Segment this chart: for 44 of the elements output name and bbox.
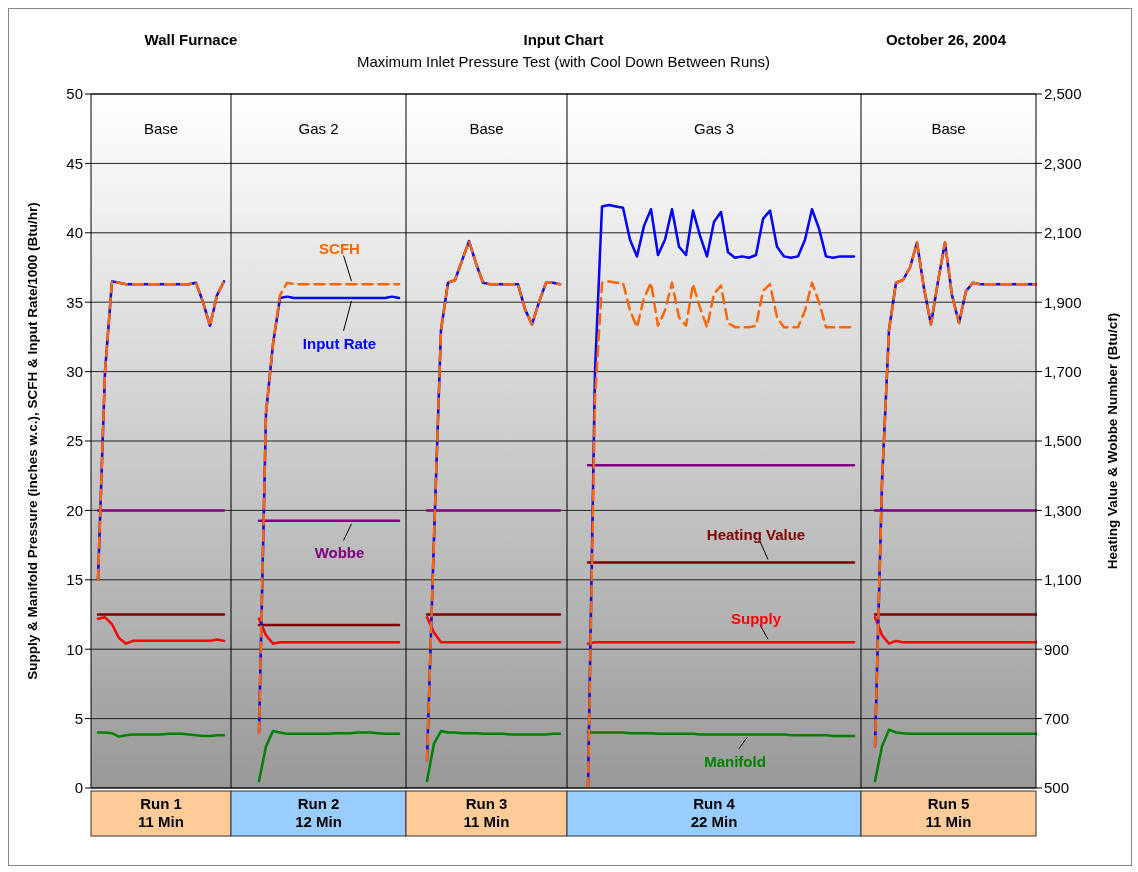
- text: Run 5 11 Min: [925, 795, 972, 830]
- chart-subtitle: Maximum Inlet Pressure Test (with Cool Down Between Runs): [356, 53, 771, 70]
- annotation: Base: [143, 120, 179, 137]
- y-tick-label: 25: [66, 432, 83, 450]
- y-tick-label: 20: [66, 501, 83, 519]
- text: Run 3 11 Min: [463, 795, 510, 830]
- text: Run 4 22 Min: [690, 795, 738, 830]
- annotation: Gas 3: [693, 120, 735, 137]
- y2-tick-label: 1,100: [1044, 571, 1082, 589]
- text: Wall Furnace: [144, 31, 238, 48]
- series-label: Input Rate: [302, 334, 377, 352]
- series-label: SCFH: [319, 240, 360, 258]
- annotation: Base: [931, 120, 966, 137]
- y2-tick-label: 1,300: [1044, 501, 1082, 519]
- y-tick-label: 40: [66, 224, 83, 242]
- series-label: Manifold: [704, 752, 766, 770]
- y-tick-label: 30: [66, 362, 83, 380]
- y-tick-label: 45: [66, 154, 83, 172]
- y2-tick-label: 1,700: [1044, 362, 1082, 380]
- y2-tick-label: 1,900: [1044, 293, 1082, 311]
- y2-tick-label: 700: [1044, 709, 1070, 727]
- y2-tick-label: 2,500: [1044, 85, 1082, 103]
- y-tick-label: 10: [66, 640, 83, 658]
- y-tick-label: 15: [66, 571, 83, 589]
- text: October 26, 2004: [885, 31, 1007, 48]
- series-label: Wobbe: [314, 544, 365, 562]
- y2-tick-label: 1,500: [1044, 432, 1082, 450]
- y2-tick-label: 500: [1044, 779, 1070, 797]
- text: Run 1 11 Min: [138, 795, 184, 830]
- y2-tick-label: 900: [1044, 640, 1070, 658]
- y2-axis-title: Heating Value & Wobbe Number (Btu/cf): [1105, 312, 1120, 570]
- annotation: Gas 2: [298, 120, 339, 137]
- y-axis-title: Supply & Manifold Pressure (inches w.c.), SCFH & Input Rate/1000 (Btu/hr): [25, 202, 40, 680]
- y2-tick-label: 2,100: [1044, 224, 1082, 242]
- text: Run 2 12 Min: [295, 795, 342, 830]
- series-label: Supply: [730, 609, 782, 627]
- y-tick-label: 35: [66, 293, 83, 311]
- y2-tick-label: 2,300: [1044, 154, 1082, 172]
- y-tick-label: 0: [74, 779, 83, 797]
- chart-title: Input Chart: [523, 31, 604, 48]
- series-label: Heating Value: [706, 526, 806, 544]
- y-tick-label: 50: [66, 85, 83, 103]
- y-tick-label: 5: [74, 709, 83, 727]
- annotation: Base: [469, 120, 504, 137]
